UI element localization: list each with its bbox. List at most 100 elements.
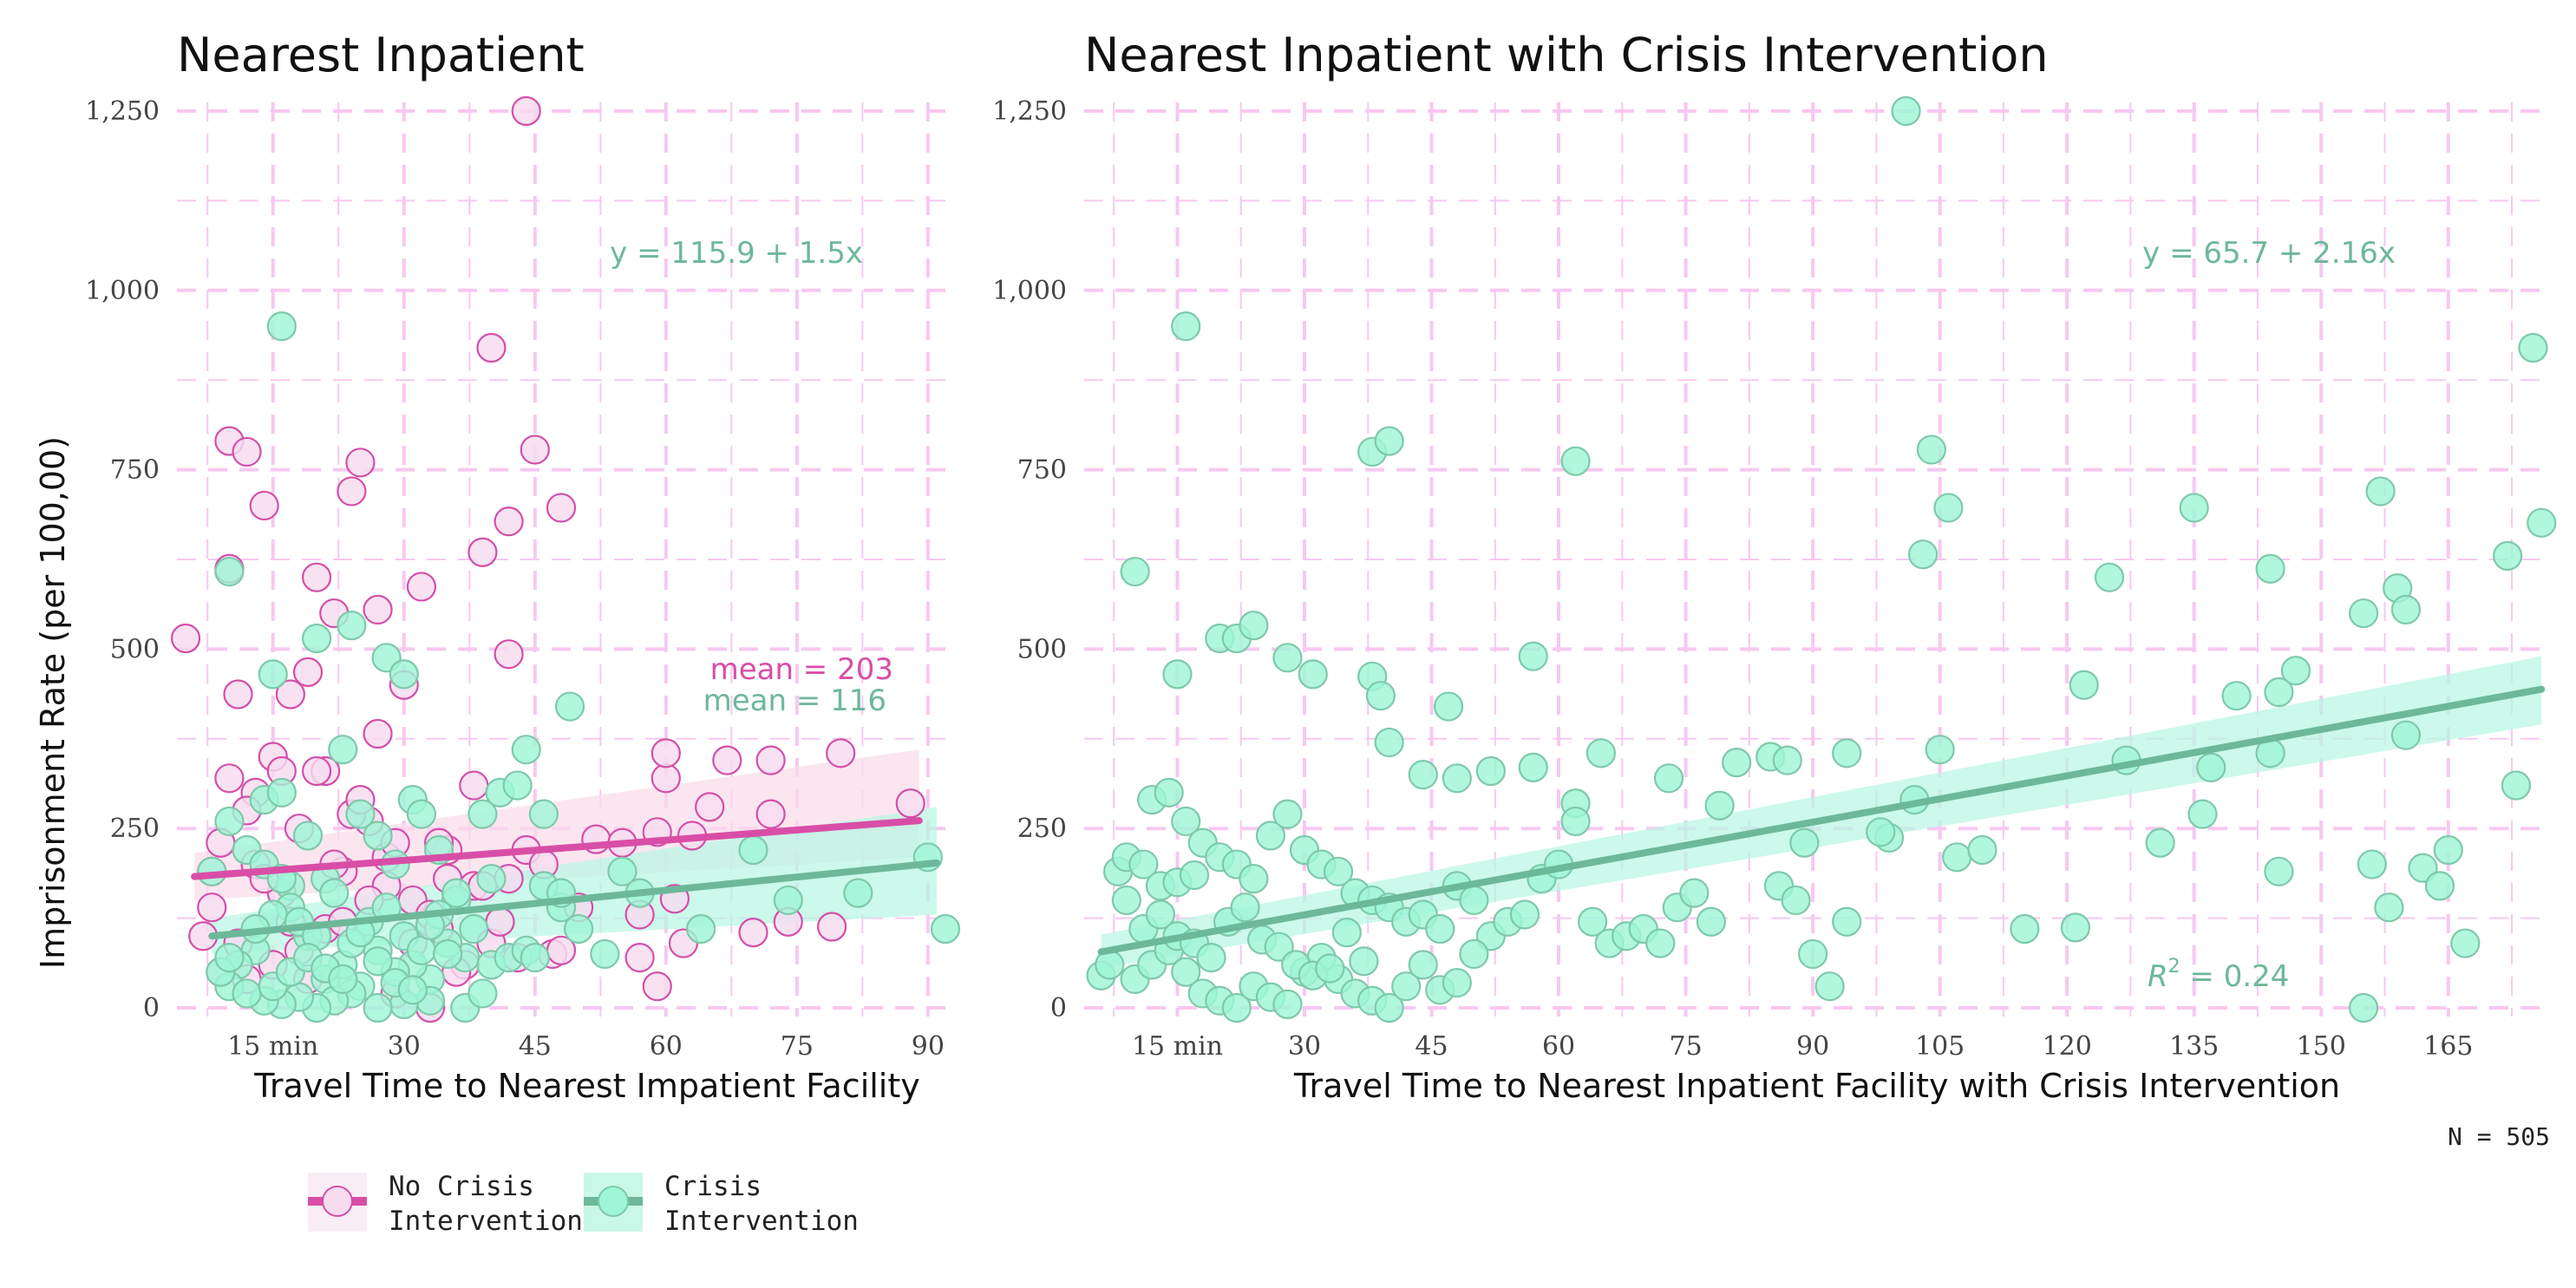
right-panel: 15 min 30 45 60 75 90 105 120 135 150 165 0 250 500 75…	[992, 28, 2557, 1105]
point-no_crisis	[494, 639, 524, 670]
point-crisis	[2450, 928, 2481, 958]
point-no_crisis	[301, 755, 332, 787]
point-no_crisis	[624, 942, 655, 973]
y-tick-label: 750	[110, 455, 160, 486]
point-crisis	[1374, 426, 1404, 456]
point-no_crisis	[301, 562, 332, 592]
confidence-band-crisis	[1101, 656, 2542, 969]
point-crisis	[1772, 745, 1802, 775]
point-crisis	[2280, 656, 2311, 686]
r-squared-symbol: R	[2148, 959, 2168, 994]
point-no_crisis	[292, 657, 324, 687]
point-crisis	[1866, 817, 1896, 847]
right-regression-equation: y = 65.7 + 2.16x	[2142, 236, 2396, 271]
point-crisis	[2196, 752, 2226, 782]
point-crisis	[738, 834, 768, 866]
y-tick-label: 500	[110, 634, 160, 664]
x-tick-label: 150	[2297, 1031, 2346, 1062]
point-crisis	[1560, 806, 1591, 837]
left-tick-labels: 15 min 30 45 60 75 90 0 250 500 750 1,000 1,250	[85, 96, 945, 1062]
left-regression-equation: y = 115.9 + 1.5x	[610, 236, 863, 271]
right-tick-labels: 15 min 30 45 60 75 90 105 120 135 150 165 0 250 500 75…	[992, 96, 2473, 1062]
point-crisis	[1560, 446, 1591, 476]
point-crisis	[1408, 760, 1438, 790]
point-crisis	[389, 659, 419, 690]
point-crisis	[363, 946, 393, 977]
point-crisis	[1442, 967, 1472, 998]
point-crisis	[328, 735, 358, 765]
point-crisis	[1585, 738, 1616, 768]
point-crisis	[520, 942, 550, 973]
point-crisis	[554, 691, 585, 722]
point-crisis	[2060, 912, 2091, 943]
point-crisis	[2357, 849, 2387, 879]
right-confidence-bands	[1101, 656, 2542, 969]
legend-label-crisis-line2: Intervention	[664, 1206, 859, 1237]
point-crisis	[1171, 311, 1201, 342]
point-no_crisis	[485, 906, 515, 937]
right-fit-lines	[1097, 685, 2546, 956]
legend-point-no-crisis	[322, 1186, 353, 1217]
point-crisis	[1781, 885, 1811, 916]
point-crisis	[1908, 539, 1939, 570]
point-crisis	[1509, 899, 1540, 930]
point-crisis	[1925, 735, 1955, 765]
point-crisis	[2187, 799, 2218, 829]
point-crisis	[2348, 992, 2379, 1023]
point-crisis	[1518, 641, 1548, 671]
legend-point-crisis	[598, 1186, 629, 1217]
point-crisis	[433, 938, 463, 970]
point-crisis	[1391, 971, 1422, 1002]
x-tick-label: 45	[519, 1031, 552, 1062]
point-crisis	[467, 978, 498, 1009]
point-crisis	[1171, 806, 1201, 837]
point-no_crisis	[459, 770, 489, 801]
point-no_crisis	[232, 436, 262, 467]
point-crisis	[1162, 659, 1193, 690]
point-no_crisis	[197, 892, 227, 923]
x-tick-label: 120	[2043, 1031, 2092, 1062]
point-no_crisis	[755, 745, 786, 775]
point-crisis	[843, 878, 873, 908]
point-crisis	[2501, 770, 2532, 801]
point-crisis	[1832, 906, 1862, 937]
point-no_crisis	[511, 95, 541, 127]
x-tick-label: 105	[1915, 1031, 1965, 1062]
x-tick-label: 30	[388, 1031, 421, 1062]
point-crisis	[1442, 763, 1472, 794]
point-crisis	[319, 878, 350, 908]
legend-item-crisis: Crisis Intervention	[584, 1171, 859, 1237]
point-crisis	[1408, 950, 1438, 980]
left-scatter-points	[170, 95, 961, 1023]
point-no_crisis	[895, 788, 925, 819]
r-squared-label: R2 = 0.24	[2148, 956, 2289, 994]
point-no_crisis	[651, 738, 681, 768]
x-tick-label: 60	[650, 1031, 683, 1062]
point-crisis	[1459, 938, 1489, 970]
point-no_crisis	[345, 448, 376, 478]
point-crisis	[1239, 864, 1269, 894]
point-no_crisis	[337, 476, 367, 507]
point-crisis	[1196, 942, 1226, 973]
x-tick-label: 15 min	[227, 1031, 318, 1062]
point-crisis	[1365, 681, 1396, 711]
point-crisis	[232, 978, 262, 1009]
point-no_crisis	[214, 763, 245, 794]
point-crisis	[2493, 540, 2523, 571]
point-crisis	[328, 964, 358, 995]
x-tick-label: 90	[1796, 1031, 1829, 1062]
point-crisis	[2069, 670, 2099, 700]
point-no_crisis	[170, 623, 201, 654]
point-crisis	[1433, 691, 1464, 722]
point-crisis	[1425, 913, 1455, 945]
point-crisis	[1298, 659, 1328, 690]
point-crisis	[1942, 842, 1972, 873]
r-squared-value: = 0.24	[2180, 959, 2290, 994]
point-crisis	[1323, 856, 1354, 886]
point-no_crisis	[223, 679, 253, 709]
point-crisis	[1374, 992, 1404, 1023]
y-tick-label: 250	[1017, 814, 1067, 844]
point-crisis	[1264, 932, 1294, 962]
point-crisis	[1518, 752, 1548, 782]
